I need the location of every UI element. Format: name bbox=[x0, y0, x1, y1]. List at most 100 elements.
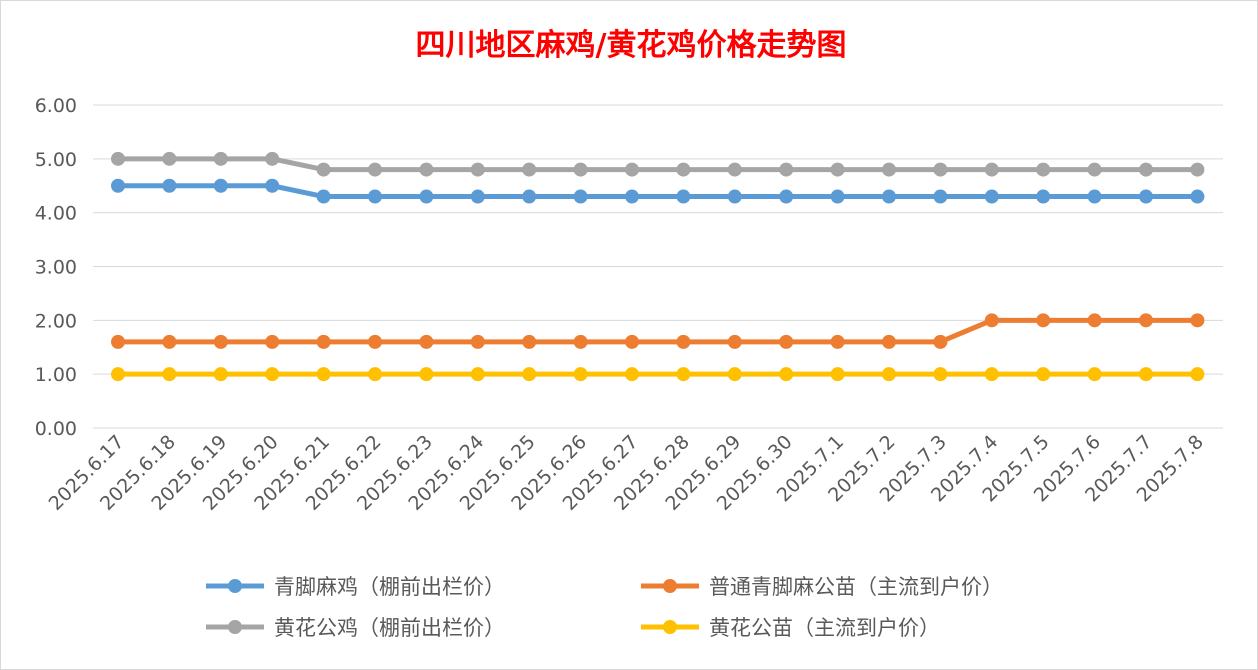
data-point bbox=[779, 162, 794, 177]
data-point bbox=[1139, 162, 1153, 177]
data-point bbox=[368, 367, 382, 382]
legend-item: 黄花公苗（主流到户价） bbox=[641, 616, 940, 640]
data-point bbox=[625, 367, 639, 382]
data-point bbox=[111, 178, 125, 193]
data-point bbox=[162, 334, 177, 349]
data-point bbox=[111, 367, 125, 382]
data-point bbox=[1036, 367, 1051, 382]
y-tick-label: 5.00 bbox=[35, 149, 77, 171]
data-point bbox=[984, 189, 999, 204]
data-point bbox=[111, 151, 125, 166]
data-point bbox=[265, 178, 280, 193]
data-point bbox=[984, 162, 999, 177]
data-point bbox=[111, 334, 125, 349]
legend-swatch-marker bbox=[228, 620, 242, 634]
data-point bbox=[419, 162, 434, 177]
data-point bbox=[265, 334, 280, 349]
data-point bbox=[727, 189, 742, 204]
legend-swatch-marker bbox=[663, 579, 677, 593]
y-tick-label: 6.00 bbox=[35, 95, 77, 117]
data-point bbox=[933, 162, 948, 177]
data-point bbox=[419, 189, 434, 204]
y-tick-label: 0.00 bbox=[35, 418, 77, 440]
data-point bbox=[830, 367, 845, 382]
data-point bbox=[676, 189, 691, 204]
data-point bbox=[984, 367, 999, 382]
data-point bbox=[213, 367, 228, 382]
legend-swatch-marker bbox=[228, 579, 242, 593]
legend-label: 青脚麻鸡（棚前出栏价） bbox=[274, 575, 505, 599]
data-point bbox=[625, 189, 639, 204]
data-point bbox=[1190, 313, 1205, 328]
data-point bbox=[676, 367, 691, 382]
legend-label: 黄花公苗（主流到户价） bbox=[709, 616, 940, 640]
data-point bbox=[470, 162, 485, 177]
data-point bbox=[625, 334, 639, 349]
data-point bbox=[316, 162, 331, 177]
data-point bbox=[1139, 367, 1153, 382]
data-point bbox=[1190, 367, 1205, 382]
data-point bbox=[522, 162, 537, 177]
data-point bbox=[265, 367, 280, 382]
data-point bbox=[368, 162, 382, 177]
series-group bbox=[111, 151, 1205, 382]
data-point bbox=[162, 178, 177, 193]
data-point bbox=[368, 189, 382, 204]
data-point bbox=[1087, 189, 1102, 204]
data-point bbox=[1087, 162, 1102, 177]
series-line bbox=[111, 151, 1205, 177]
data-point bbox=[727, 367, 742, 382]
series-path bbox=[115, 183, 1200, 200]
y-tick-label: 4.00 bbox=[35, 203, 77, 225]
data-point bbox=[316, 367, 331, 382]
data-point bbox=[1087, 313, 1102, 328]
data-point bbox=[830, 162, 845, 177]
data-point bbox=[779, 367, 794, 382]
legend-label: 普通青脚麻公苗（主流到户价） bbox=[709, 575, 1003, 599]
data-point bbox=[368, 334, 382, 349]
data-point bbox=[625, 162, 639, 177]
data-point bbox=[1036, 313, 1051, 328]
data-point bbox=[470, 189, 485, 204]
data-point bbox=[213, 334, 228, 349]
data-point bbox=[779, 189, 794, 204]
data-point bbox=[882, 367, 896, 382]
data-point bbox=[984, 313, 999, 328]
data-point bbox=[316, 189, 331, 204]
data-point bbox=[727, 334, 742, 349]
series-line bbox=[111, 178, 1205, 204]
data-point bbox=[1139, 313, 1153, 328]
data-point bbox=[162, 367, 177, 382]
legend-swatch-marker bbox=[663, 620, 677, 634]
data-point bbox=[1036, 162, 1051, 177]
legend-label: 黄花公鸡（棚前出栏价） bbox=[274, 616, 505, 640]
data-point bbox=[162, 151, 177, 166]
data-point bbox=[522, 189, 537, 204]
data-point bbox=[830, 334, 845, 349]
data-point bbox=[933, 367, 948, 382]
data-point bbox=[573, 162, 588, 177]
data-point bbox=[470, 367, 485, 382]
y-axis: 0.00 1.00 2.00 3.00 4.00 5.00 6.00 bbox=[35, 95, 77, 440]
series-path bbox=[115, 156, 1200, 173]
y-tick-label: 2.00 bbox=[35, 310, 77, 332]
data-point bbox=[1139, 189, 1153, 204]
data-point bbox=[573, 367, 588, 382]
data-point bbox=[1036, 189, 1051, 204]
data-point bbox=[573, 334, 588, 349]
data-point bbox=[316, 334, 331, 349]
x-axis: 2025.6.172025.6.182025.6.192025.6.202025… bbox=[45, 431, 1208, 515]
data-point bbox=[727, 162, 742, 177]
data-point bbox=[933, 189, 948, 204]
legend-item: 青脚麻鸡（棚前出栏价） bbox=[206, 575, 505, 599]
data-point bbox=[573, 189, 588, 204]
chart-title: 四川地区麻鸡/黄花鸡价格走势图 bbox=[416, 28, 847, 63]
data-point bbox=[522, 334, 537, 349]
data-point bbox=[419, 334, 434, 349]
series-line bbox=[111, 313, 1205, 349]
data-point bbox=[779, 334, 794, 349]
data-point bbox=[213, 178, 228, 193]
data-point bbox=[1087, 367, 1102, 382]
